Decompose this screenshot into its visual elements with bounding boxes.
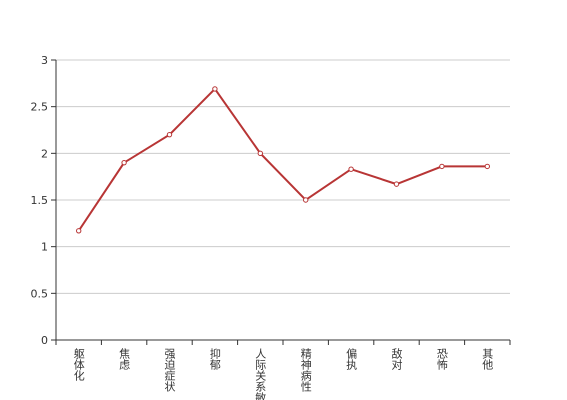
y-tick-label: 1.5 bbox=[31, 194, 49, 207]
data-point bbox=[484, 163, 490, 170]
x-tick-label: 精神病性 bbox=[299, 348, 312, 393]
data-point bbox=[212, 86, 218, 92]
x-tick-label: 强迫症状 bbox=[163, 348, 176, 392]
x-tick-label: 人际关系敏感 bbox=[254, 348, 267, 400]
data-point bbox=[121, 159, 127, 166]
y-tick-label: 3 bbox=[41, 54, 48, 67]
data-point bbox=[393, 181, 400, 187]
x-tick-label: 抑郁 bbox=[208, 347, 221, 370]
data-point bbox=[303, 197, 309, 203]
series-line bbox=[77, 87, 488, 232]
x-tick-label: 焦虑 bbox=[118, 348, 131, 370]
x-tick-label: 恐怖 bbox=[435, 348, 448, 370]
y-tick-label: 0.5 bbox=[31, 287, 49, 300]
y-tick-label: 0 bbox=[41, 334, 48, 347]
x-tick-label: 敌对 bbox=[390, 347, 403, 370]
data-point bbox=[76, 228, 82, 234]
x-tick-label: 躯体化 bbox=[72, 348, 85, 382]
y-tick-label: 2 bbox=[41, 147, 48, 160]
data-point bbox=[348, 166, 354, 172]
x-tick-label: 其他 bbox=[481, 348, 494, 370]
data-point bbox=[166, 131, 173, 138]
data-point bbox=[257, 150, 263, 157]
y-tick-label: 1 bbox=[41, 241, 48, 254]
data-point bbox=[439, 163, 445, 170]
y-tick-label: 2.5 bbox=[31, 101, 49, 114]
x-tick-label: 偏执 bbox=[345, 347, 358, 371]
